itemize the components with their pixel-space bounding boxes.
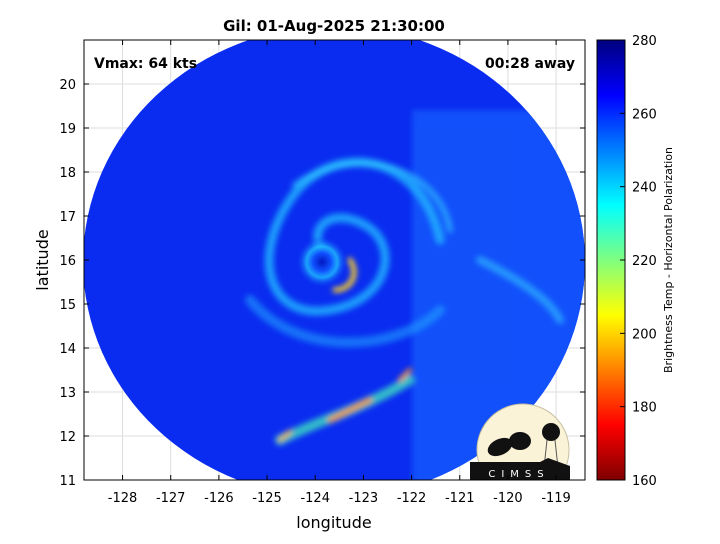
x-tick-label: -128 [108, 491, 138, 506]
brightness-temp-image: CIMSS [84, 40, 585, 480]
vmax-label: Vmax: 64 kts [94, 56, 197, 72]
x-tick-label: -123 [349, 491, 379, 506]
colorbar-tick-label: 160 [632, 474, 657, 489]
colorbar-tick-label: 180 [632, 401, 657, 416]
y-tick-label: 18 [59, 166, 76, 181]
x-tick-label: -125 [252, 491, 282, 506]
y-tick-label: 17 [59, 210, 76, 225]
y-tick-label: 12 [59, 430, 76, 445]
y-tick-label: 14 [59, 342, 76, 357]
y-tick-label: 15 [59, 298, 76, 313]
colorbar-label: Brightness Temp - Horizontal Polarizatio… [662, 147, 675, 373]
x-tick-label: -122 [397, 491, 427, 506]
logo-text: CIMSS [488, 469, 549, 480]
colorbar-tick-label: 280 [632, 34, 657, 49]
colorbar-ticks: 280 260 240 220 200 180 160 [620, 34, 657, 489]
x-tick-label: -121 [445, 491, 475, 506]
x-tick-label: -119 [541, 491, 571, 506]
chart-title: Gil: 01-Aug-2025 21:30:00 [223, 17, 445, 35]
x-tick-label: -126 [204, 491, 234, 506]
x-tick-label: -120 [493, 491, 523, 506]
colorbar-tick-label: 260 [632, 107, 657, 122]
x-tick-label: -127 [156, 491, 186, 506]
time-offset-label: 00:28 away [485, 56, 575, 72]
y-tick-label: 11 [59, 474, 76, 489]
colorbar-tick-label: 200 [632, 327, 657, 342]
x-axis-label: longitude [296, 513, 371, 532]
colorbar-tick-label: 240 [632, 181, 657, 196]
y-tick-label: 20 [59, 78, 76, 93]
axis-ticks: -128 -127 -126 -125 -124 -123 -122 -121 -120 -119… [59, 40, 585, 506]
colorbar-tick-label: 220 [632, 254, 657, 269]
cimss-logo: CIMSS [470, 403, 570, 480]
y-tick-label: 16 [59, 254, 76, 269]
y-axis-label: latitude [33, 229, 52, 290]
y-tick-label: 19 [59, 122, 76, 137]
x-tick-label: -124 [300, 491, 330, 506]
y-tick-label: 13 [59, 386, 76, 401]
